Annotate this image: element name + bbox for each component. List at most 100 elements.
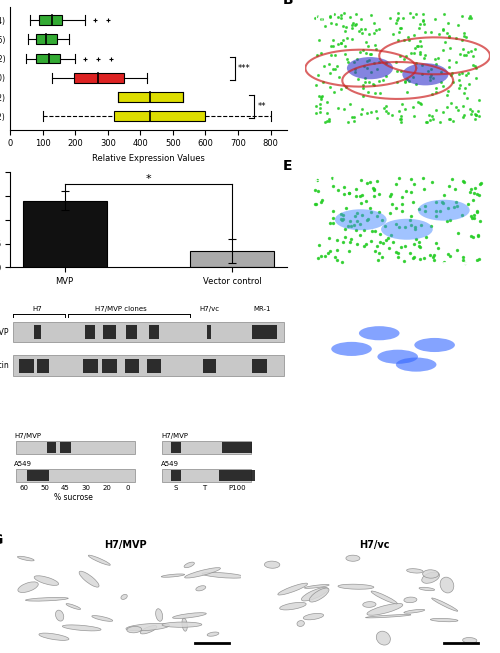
Point xyxy=(464,47,472,57)
Ellipse shape xyxy=(404,597,417,603)
Point xyxy=(338,13,345,24)
Point xyxy=(351,64,359,74)
Point xyxy=(410,252,418,263)
Point xyxy=(396,50,404,61)
Point xyxy=(446,114,454,124)
Point xyxy=(336,10,344,21)
Point xyxy=(421,206,429,217)
Point xyxy=(397,110,405,121)
Point xyxy=(367,67,375,78)
Point xyxy=(352,183,360,194)
Text: MR-1: MR-1 xyxy=(254,306,271,313)
Point xyxy=(437,77,445,88)
Point xyxy=(445,114,453,124)
Point xyxy=(348,18,356,29)
Point xyxy=(314,91,322,101)
Point xyxy=(326,82,334,92)
Text: H7/vc: H7/vc xyxy=(314,313,339,323)
Point xyxy=(321,21,329,31)
Point xyxy=(339,210,347,220)
Point xyxy=(426,75,434,86)
Point xyxy=(452,197,460,208)
Ellipse shape xyxy=(371,591,398,604)
Point xyxy=(330,87,338,97)
Point xyxy=(370,18,378,29)
Bar xyxy=(114,112,206,121)
Point xyxy=(420,50,428,61)
Ellipse shape xyxy=(18,556,34,561)
Point xyxy=(347,234,355,244)
Point xyxy=(449,116,457,126)
Point xyxy=(339,21,347,31)
Ellipse shape xyxy=(126,624,170,631)
Point xyxy=(462,93,470,103)
Point xyxy=(400,35,408,45)
Bar xyxy=(252,325,277,339)
Point xyxy=(416,99,424,109)
Point xyxy=(327,40,335,51)
Ellipse shape xyxy=(406,569,423,573)
Point xyxy=(462,50,470,60)
Point xyxy=(438,80,446,91)
Point xyxy=(406,48,414,59)
Point xyxy=(470,210,478,220)
Point xyxy=(458,35,466,46)
Point xyxy=(388,110,396,120)
Point xyxy=(326,68,334,78)
Point xyxy=(354,74,362,85)
Point xyxy=(470,109,478,119)
Point xyxy=(416,254,424,264)
Point xyxy=(420,18,428,29)
Point xyxy=(405,76,413,87)
Bar xyxy=(82,358,98,373)
Point xyxy=(359,83,367,93)
Point xyxy=(382,101,390,112)
Point xyxy=(420,173,428,183)
Text: H7/vc: H7/vc xyxy=(200,306,220,313)
Ellipse shape xyxy=(367,603,403,615)
Point xyxy=(368,79,376,89)
Point xyxy=(313,50,321,60)
Point xyxy=(436,117,444,127)
Bar xyxy=(16,441,134,454)
Ellipse shape xyxy=(362,601,376,607)
Point xyxy=(334,39,342,50)
Point xyxy=(462,32,469,42)
Point xyxy=(346,237,354,247)
Point xyxy=(322,117,330,127)
Point xyxy=(370,80,378,91)
Ellipse shape xyxy=(338,584,374,589)
Bar xyxy=(37,358,50,373)
Point xyxy=(360,80,368,90)
Point xyxy=(363,62,371,72)
Ellipse shape xyxy=(366,614,411,618)
Point xyxy=(360,77,368,88)
Point xyxy=(406,35,413,45)
Point xyxy=(422,117,430,127)
Point xyxy=(398,192,406,202)
Point xyxy=(394,13,402,24)
Point xyxy=(386,208,394,219)
Point xyxy=(456,69,464,79)
Point xyxy=(375,248,383,259)
Point xyxy=(470,213,478,223)
Point xyxy=(411,222,419,232)
Point xyxy=(437,67,445,77)
Point xyxy=(332,19,340,29)
Bar xyxy=(13,322,284,342)
Point xyxy=(406,186,414,197)
Point xyxy=(412,42,420,53)
Point xyxy=(367,207,375,217)
Point xyxy=(331,64,339,74)
Point xyxy=(350,220,358,231)
Ellipse shape xyxy=(376,631,390,645)
Point xyxy=(359,91,367,101)
Point xyxy=(414,241,422,251)
Point xyxy=(318,93,326,104)
Text: 50: 50 xyxy=(40,485,49,491)
Point xyxy=(445,31,453,41)
Ellipse shape xyxy=(172,613,206,618)
Point xyxy=(316,197,324,208)
Point xyxy=(401,104,409,114)
Point xyxy=(326,11,334,22)
